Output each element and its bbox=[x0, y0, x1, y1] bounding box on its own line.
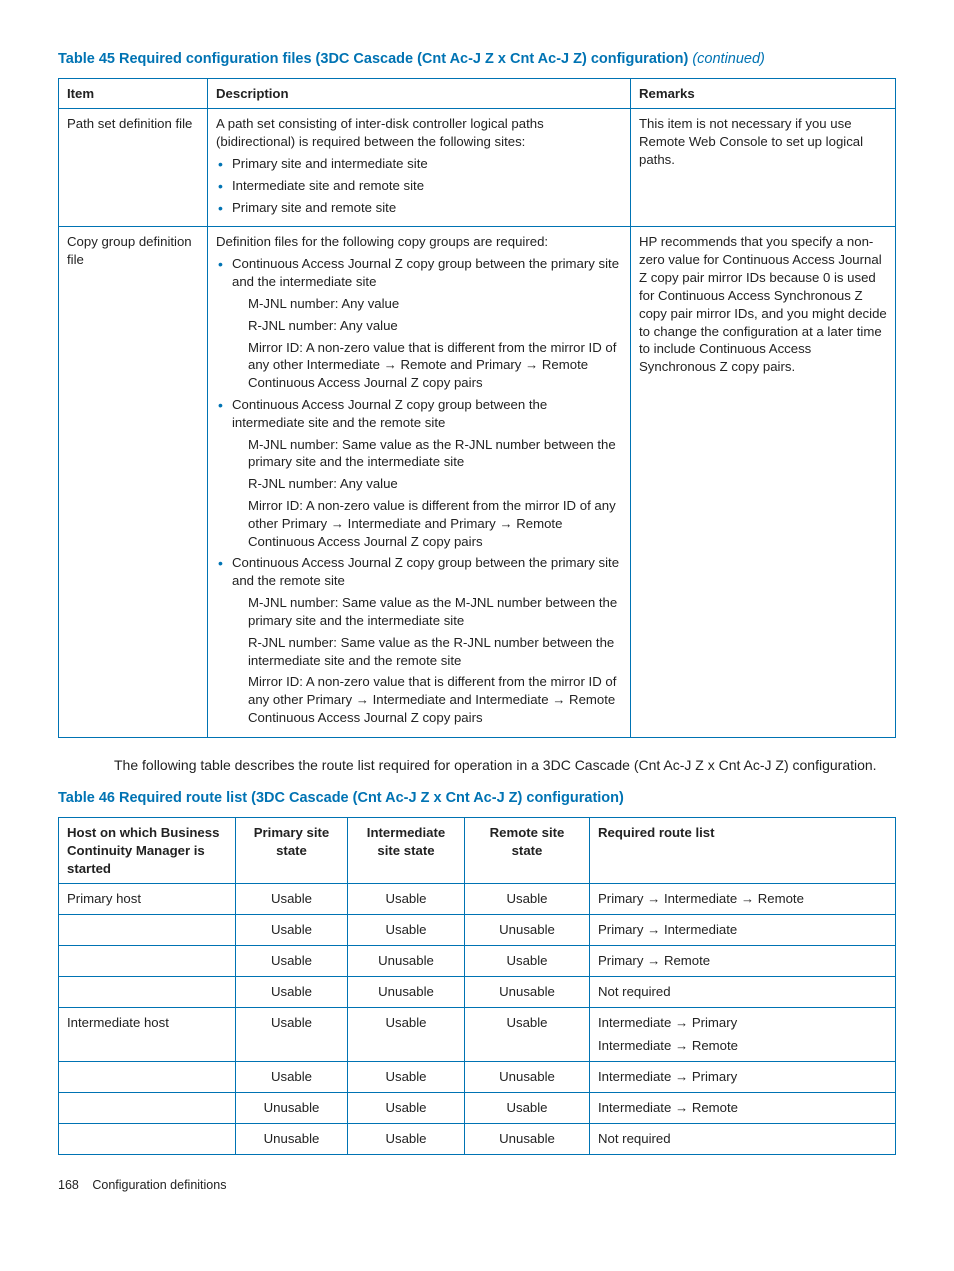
t45-r2-b3-text: Continuous Access Journal Z copy group b… bbox=[232, 555, 619, 588]
t45-r1-remarks: This item is not necessary if you use Re… bbox=[631, 109, 896, 227]
table46-header-row: Host on which Business Continuity Manage… bbox=[59, 817, 896, 883]
t45-r1-b1: Primary site and intermediate site bbox=[216, 155, 622, 173]
t46-col-intermediate: Intermediate site state bbox=[348, 817, 465, 883]
t46-primary-cell: Unusable bbox=[236, 1123, 348, 1154]
t46-intermediate-cell: Usable bbox=[348, 1123, 465, 1154]
t45-r2-item: Copy group definition file bbox=[59, 227, 208, 737]
table45: Item Description Remarks Path set defini… bbox=[58, 78, 896, 738]
t46-route-cell: Not required bbox=[590, 976, 896, 1007]
t46-intermediate-cell: Unusable bbox=[348, 945, 465, 976]
t46-route-cell: Intermediate → PrimaryIntermediate → Rem… bbox=[590, 1007, 896, 1062]
table46: Host on which Business Continuity Manage… bbox=[58, 817, 896, 1155]
t46-primary-cell: Unusable bbox=[236, 1093, 348, 1124]
t45-r2-b1-s1: M-JNL number: Any value bbox=[232, 295, 622, 313]
table46-row: UsableUsableUnusablePrimary → Intermedia… bbox=[59, 915, 896, 946]
table45-row-copygroup: Copy group definition file Definition fi… bbox=[59, 227, 896, 737]
t45-r2-b3-s1: M-JNL number: Same value as the M-JNL nu… bbox=[232, 594, 622, 630]
t45-r2-intro: Definition files for the following copy … bbox=[216, 234, 548, 249]
t45-r2-desc: Definition files for the following copy … bbox=[208, 227, 631, 737]
t45-r2-b2-s2: R-JNL number: Any value bbox=[232, 475, 622, 493]
t45-r1-intro: A path set consisting of inter-disk cont… bbox=[216, 116, 544, 149]
t46-host-cell bbox=[59, 945, 236, 976]
t46-remote-cell: Unusable bbox=[465, 1123, 590, 1154]
t45-r1-b2: Intermediate site and remote site bbox=[216, 177, 622, 195]
t46-col-primary: Primary site state bbox=[236, 817, 348, 883]
t46-intermediate-cell: Usable bbox=[348, 1007, 465, 1062]
t46-remote-cell: Usable bbox=[465, 945, 590, 976]
t46-route-cell: Primary → Intermediate bbox=[590, 915, 896, 946]
t46-host-cell: Intermediate host bbox=[59, 1007, 236, 1062]
table45-col-item: Item bbox=[59, 78, 208, 109]
table45-header-row: Item Description Remarks bbox=[59, 78, 896, 109]
t45-r2-b3-s2: R-JNL number: Same value as the R-JNL nu… bbox=[232, 634, 622, 670]
table46-row: UsableUsableUnusableIntermediate → Prima… bbox=[59, 1062, 896, 1093]
table46-row: UsableUnusableUsablePrimary → Remote bbox=[59, 945, 896, 976]
t46-host-cell bbox=[59, 1123, 236, 1154]
t46-route-cell: Intermediate → Primary bbox=[590, 1062, 896, 1093]
t45-r2-b1-text: Continuous Access Journal Z copy group b… bbox=[232, 256, 619, 289]
t46-primary-cell: Usable bbox=[236, 884, 348, 915]
t46-col-remote: Remote site state bbox=[465, 817, 590, 883]
table45-title: Table 45 Required configuration files (3… bbox=[58, 50, 896, 70]
t46-remote-cell: Usable bbox=[465, 1007, 590, 1062]
t45-r2-remarks: HP recommends that you specify a non-zer… bbox=[631, 227, 896, 737]
t46-remote-cell: Unusable bbox=[465, 1062, 590, 1093]
t45-r1-b3: Primary site and remote site bbox=[216, 199, 622, 217]
t46-primary-cell: Usable bbox=[236, 976, 348, 1007]
t46-primary-cell: Usable bbox=[236, 945, 348, 976]
t45-r1-item: Path set definition file bbox=[59, 109, 208, 227]
t45-r2-b3-s3: Mirror ID: A non-zero value that is diff… bbox=[232, 673, 622, 726]
table45-row-pathset: Path set definition file A path set cons… bbox=[59, 109, 896, 227]
table45-col-remarks: Remarks bbox=[631, 78, 896, 109]
t46-host-cell bbox=[59, 1062, 236, 1093]
t46-remote-cell: Usable bbox=[465, 884, 590, 915]
t45-r2-b3: Continuous Access Journal Z copy group b… bbox=[216, 554, 622, 726]
t46-host-cell: Primary host bbox=[59, 884, 236, 915]
t46-intermediate-cell: Usable bbox=[348, 1093, 465, 1124]
table45-continued: (continued) bbox=[692, 51, 765, 67]
t46-col-host: Host on which Business Continuity Manage… bbox=[59, 817, 236, 883]
t45-r2-b2-s3: Mirror ID: A non-zero value is different… bbox=[232, 497, 622, 550]
t46-host-cell bbox=[59, 976, 236, 1007]
t46-route-cell: Primary → Intermediate → Remote bbox=[590, 884, 896, 915]
t46-primary-cell: Usable bbox=[236, 1007, 348, 1062]
t45-r2-b1: Continuous Access Journal Z copy group b… bbox=[216, 255, 622, 392]
table46-row: UnusableUsableUnusableNot required bbox=[59, 1123, 896, 1154]
table46-title: Table 46 Required route list (3DC Cascad… bbox=[58, 789, 896, 809]
t46-route-cell: Primary → Remote bbox=[590, 945, 896, 976]
t45-r1-desc: A path set consisting of inter-disk cont… bbox=[208, 109, 631, 227]
t46-intermediate-cell: Usable bbox=[348, 915, 465, 946]
t46-intermediate-cell: Usable bbox=[348, 884, 465, 915]
t46-col-route: Required route list bbox=[590, 817, 896, 883]
page-number: 168 bbox=[58, 1178, 79, 1192]
t46-host-cell bbox=[59, 1093, 236, 1124]
t45-r2-b2-text: Continuous Access Journal Z copy group b… bbox=[232, 397, 547, 430]
t46-remote-cell: Unusable bbox=[465, 915, 590, 946]
between-paragraph: The following table describes the route … bbox=[114, 756, 896, 776]
t46-remote-cell: Unusable bbox=[465, 976, 590, 1007]
t46-primary-cell: Usable bbox=[236, 1062, 348, 1093]
t45-r2-b2-s1: M-JNL number: Same value as the R-JNL nu… bbox=[232, 436, 622, 472]
table46-row: Primary hostUsableUsableUsablePrimary → … bbox=[59, 884, 896, 915]
t45-r2-bullets: Continuous Access Journal Z copy group b… bbox=[216, 255, 622, 727]
table46-row: Intermediate hostUsableUsableUsableInter… bbox=[59, 1007, 896, 1062]
table46-row: UnusableUsableUsableIntermediate → Remot… bbox=[59, 1093, 896, 1124]
page-footer: 168 Configuration definitions bbox=[58, 1177, 896, 1194]
footer-section: Configuration definitions bbox=[92, 1178, 226, 1192]
t45-r2-b1-s2: R-JNL number: Any value bbox=[232, 317, 622, 335]
table45-col-description: Description bbox=[208, 78, 631, 109]
table45-title-text: Table 45 Required configuration files (3… bbox=[58, 51, 688, 67]
t46-route-cell: Not required bbox=[590, 1123, 896, 1154]
t46-intermediate-cell: Unusable bbox=[348, 976, 465, 1007]
t45-r2-b1-s3: Mirror ID: A non-zero value that is diff… bbox=[232, 339, 622, 392]
table46-row: UsableUnusableUnusableNot required bbox=[59, 976, 896, 1007]
t46-route-cell: Intermediate → Remote bbox=[590, 1093, 896, 1124]
t45-r1-bullets: Primary site and intermediate site Inter… bbox=[216, 155, 622, 216]
t46-intermediate-cell: Usable bbox=[348, 1062, 465, 1093]
t45-r2-b2: Continuous Access Journal Z copy group b… bbox=[216, 396, 622, 551]
t46-remote-cell: Usable bbox=[465, 1093, 590, 1124]
t46-primary-cell: Usable bbox=[236, 915, 348, 946]
t46-host-cell bbox=[59, 915, 236, 946]
